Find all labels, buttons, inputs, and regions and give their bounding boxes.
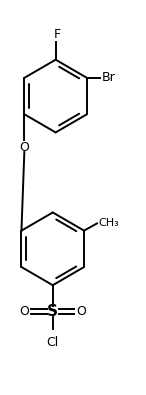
Text: O: O xyxy=(19,141,29,154)
Text: O: O xyxy=(77,305,87,318)
Text: O: O xyxy=(19,305,29,318)
Text: Cl: Cl xyxy=(47,336,59,349)
Text: CH₃: CH₃ xyxy=(99,218,119,228)
Text: Br: Br xyxy=(101,71,115,85)
Text: F: F xyxy=(54,28,61,41)
Text: S: S xyxy=(47,304,58,319)
